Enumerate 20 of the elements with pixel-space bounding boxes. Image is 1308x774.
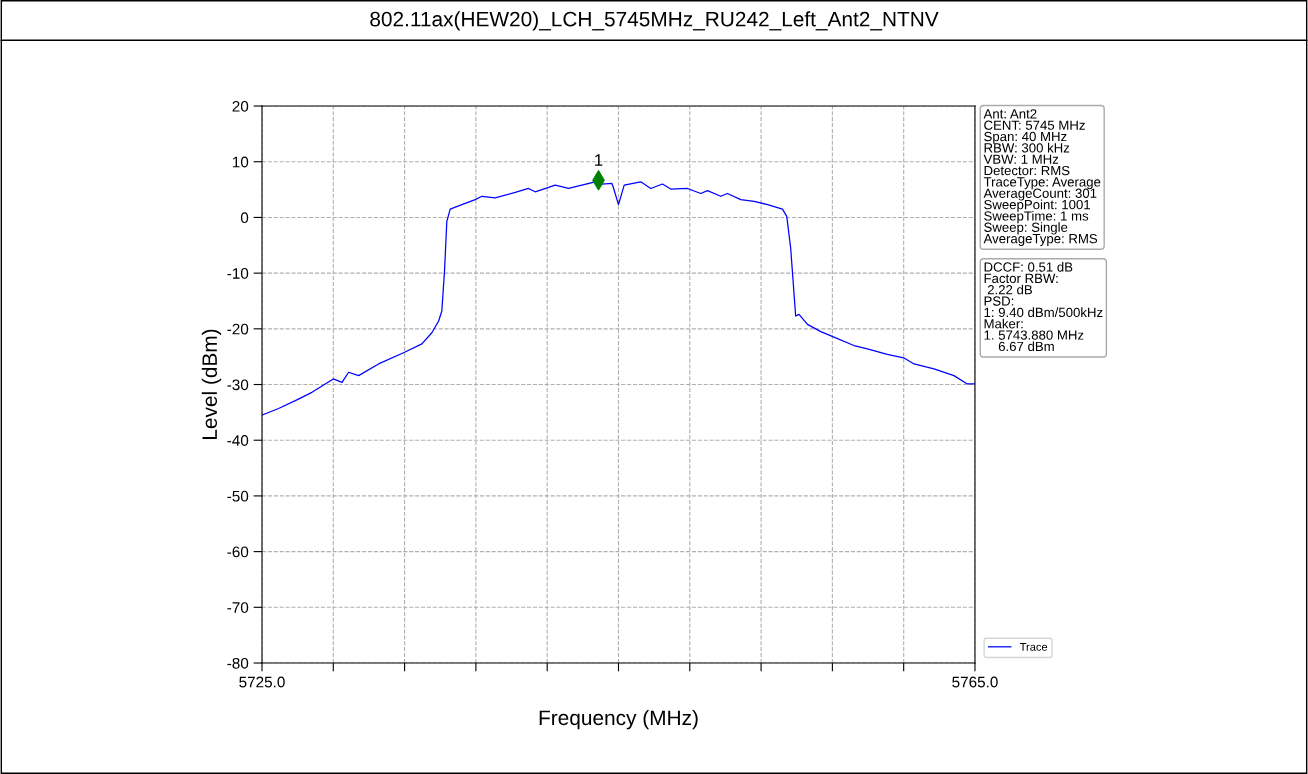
text: DCCF: 0.51 dB Factor RBW: 2.22 dB PSD: 1: 9.40 dBm/500kHz Maker: 1. 5743.880 MHz 6.67 dBm — [984, 261, 1103, 352]
annotation: 1 — [595, 154, 603, 166]
text: Ant: Ant2 CENT: 5745 MHz Span: 40 MHz RBW: 300 kHz VBW: 1 MHz Detector: RMS TraceType: Average AverageCount: 301 SweepPoint: 1001 SweepTime: 1 ms Sweep: Single AverageType: RMS — [983, 109, 1101, 246]
y-tick-label: -40 — [227, 435, 249, 446]
legend-label: Trace — [1019, 643, 1048, 651]
y-tick-label: -50 — [227, 490, 249, 502]
y-tick-label: 0 — [240, 212, 249, 224]
y-tick-label: -60 — [227, 546, 249, 558]
y-tick-label: -10 — [227, 268, 249, 279]
y-tick-label: 10 — [232, 156, 249, 168]
x-tick-label: 5765.0 — [952, 676, 998, 688]
y-tick-label: -80 — [227, 657, 249, 669]
y-tick-label: -20 — [227, 323, 249, 335]
chart-title: 802.11ax(HEW20)_LCH_5745MHz_RU242_Left_Ant2_NTNV — [370, 11, 939, 31]
y-axis-title: Level (dBm) — [201, 329, 222, 439]
y-tick-label: -30 — [227, 379, 249, 391]
x-axis-title: Frequency (MHz) — [539, 709, 698, 730]
y-tick-label: 20 — [232, 100, 249, 112]
x-tick-label: 5725.0 — [239, 676, 285, 688]
y-tick-label: -70 — [227, 602, 249, 613]
